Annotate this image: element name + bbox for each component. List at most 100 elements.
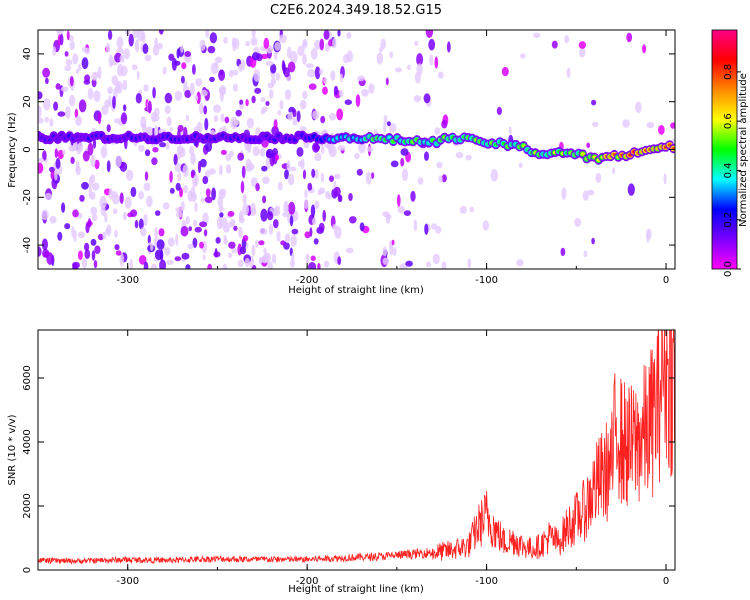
noise-blob	[91, 71, 98, 81]
noise-blob	[239, 246, 247, 255]
colorbar-gradient	[711, 29, 738, 270]
noise-blob	[323, 30, 330, 40]
noise-blob	[68, 94, 76, 107]
noise-blob	[43, 251, 50, 258]
noise-blob	[181, 62, 187, 70]
noise-blob	[382, 246, 387, 257]
noise-blob	[566, 67, 571, 78]
noise-blob	[533, 32, 541, 38]
noise-blob	[262, 176, 270, 185]
noise-blob	[57, 231, 63, 241]
noise-blob	[308, 262, 317, 269]
noise-blob	[204, 196, 213, 204]
noise-blob	[322, 86, 328, 95]
noise-blob	[227, 210, 235, 217]
noise-blob	[215, 237, 221, 244]
noise-blob	[313, 238, 319, 245]
noise-blob	[304, 231, 311, 239]
noise-blob	[376, 52, 384, 65]
noise-blob	[299, 99, 307, 110]
noise-blob	[583, 250, 588, 258]
noise-blob	[368, 83, 375, 94]
noise-blob	[263, 247, 267, 255]
noise-blob	[635, 101, 642, 114]
noise-blob	[626, 32, 633, 43]
noise-blob	[83, 79, 91, 85]
noise-blob	[482, 220, 489, 231]
noise-blob	[241, 165, 246, 179]
noise-blob	[38, 91, 43, 100]
snr-series-line	[38, 330, 675, 565]
x-tick-label: -100	[475, 275, 498, 286]
noise-blob	[151, 111, 157, 123]
noise-blob	[77, 231, 86, 239]
noise-blob	[42, 67, 50, 78]
noise-blob	[403, 210, 411, 217]
colorbar-ticks: 0.0 0.2 0.4 0.6 0.8	[723, 64, 741, 277]
noise-blob	[173, 154, 178, 166]
noise-blob	[213, 115, 219, 123]
noise-blob	[366, 146, 374, 152]
noise-blob	[210, 62, 219, 75]
noise-blob	[214, 248, 218, 258]
noise-blob	[278, 34, 287, 44]
noise-blob	[78, 99, 87, 113]
noise-blob	[233, 69, 239, 76]
colorbar-tick-label: 0.6	[723, 113, 734, 129]
noise-blob	[219, 212, 224, 218]
noise-blob	[167, 237, 175, 247]
noise-blob	[405, 260, 413, 267]
noise-blob	[310, 204, 316, 218]
noise-blob	[208, 168, 216, 175]
noise-blob	[218, 205, 224, 213]
noise-blob	[237, 152, 245, 161]
noise-blob	[199, 158, 207, 168]
noise-blob	[199, 241, 204, 249]
noise-blob	[274, 50, 278, 61]
noise-blob	[259, 147, 266, 157]
noise-blob	[143, 213, 148, 227]
noise-blob	[446, 41, 451, 53]
ridge-core	[580, 152, 585, 156]
noise-blob	[199, 221, 208, 228]
noise-blob	[69, 40, 75, 51]
noise-blob	[263, 37, 270, 50]
noise-blob	[314, 66, 321, 80]
noise-blob	[318, 222, 325, 233]
noise-blob	[292, 108, 297, 118]
noise-blob	[288, 201, 296, 215]
noise-blob	[261, 139, 269, 148]
noise-blob	[435, 225, 442, 234]
noise-blob	[55, 158, 61, 169]
noise-blob	[144, 54, 152, 62]
noise-blob	[282, 212, 290, 218]
noise-blob	[204, 117, 209, 131]
noise-blob	[337, 30, 341, 37]
noise-blob	[333, 186, 341, 197]
noise-blob	[88, 176, 93, 188]
noise-blob	[359, 222, 365, 232]
noise-blob	[390, 160, 399, 168]
noise-blob	[238, 63, 243, 72]
noise-blob	[112, 208, 118, 215]
noise-blob	[247, 163, 255, 171]
noise-blob	[260, 53, 269, 60]
noise-blob	[82, 46, 88, 53]
y-tick-label: 4000	[22, 429, 33, 454]
noise-blob	[228, 252, 233, 259]
noise-blob	[272, 208, 281, 217]
noise-blob	[591, 237, 595, 245]
y-tick-label: 6000	[22, 365, 33, 390]
noise-blob	[140, 227, 147, 237]
noise-blob	[180, 75, 185, 84]
noise-blob	[328, 112, 337, 121]
noise-blob	[296, 110, 301, 123]
noise-blob	[192, 175, 198, 188]
noise-blob	[560, 247, 566, 257]
noise-blob	[79, 194, 85, 202]
noise-blob	[670, 122, 675, 129]
noise-blob	[142, 43, 149, 54]
noise-blob	[207, 263, 213, 269]
noise-blob	[115, 155, 122, 168]
noise-blob	[255, 239, 259, 248]
